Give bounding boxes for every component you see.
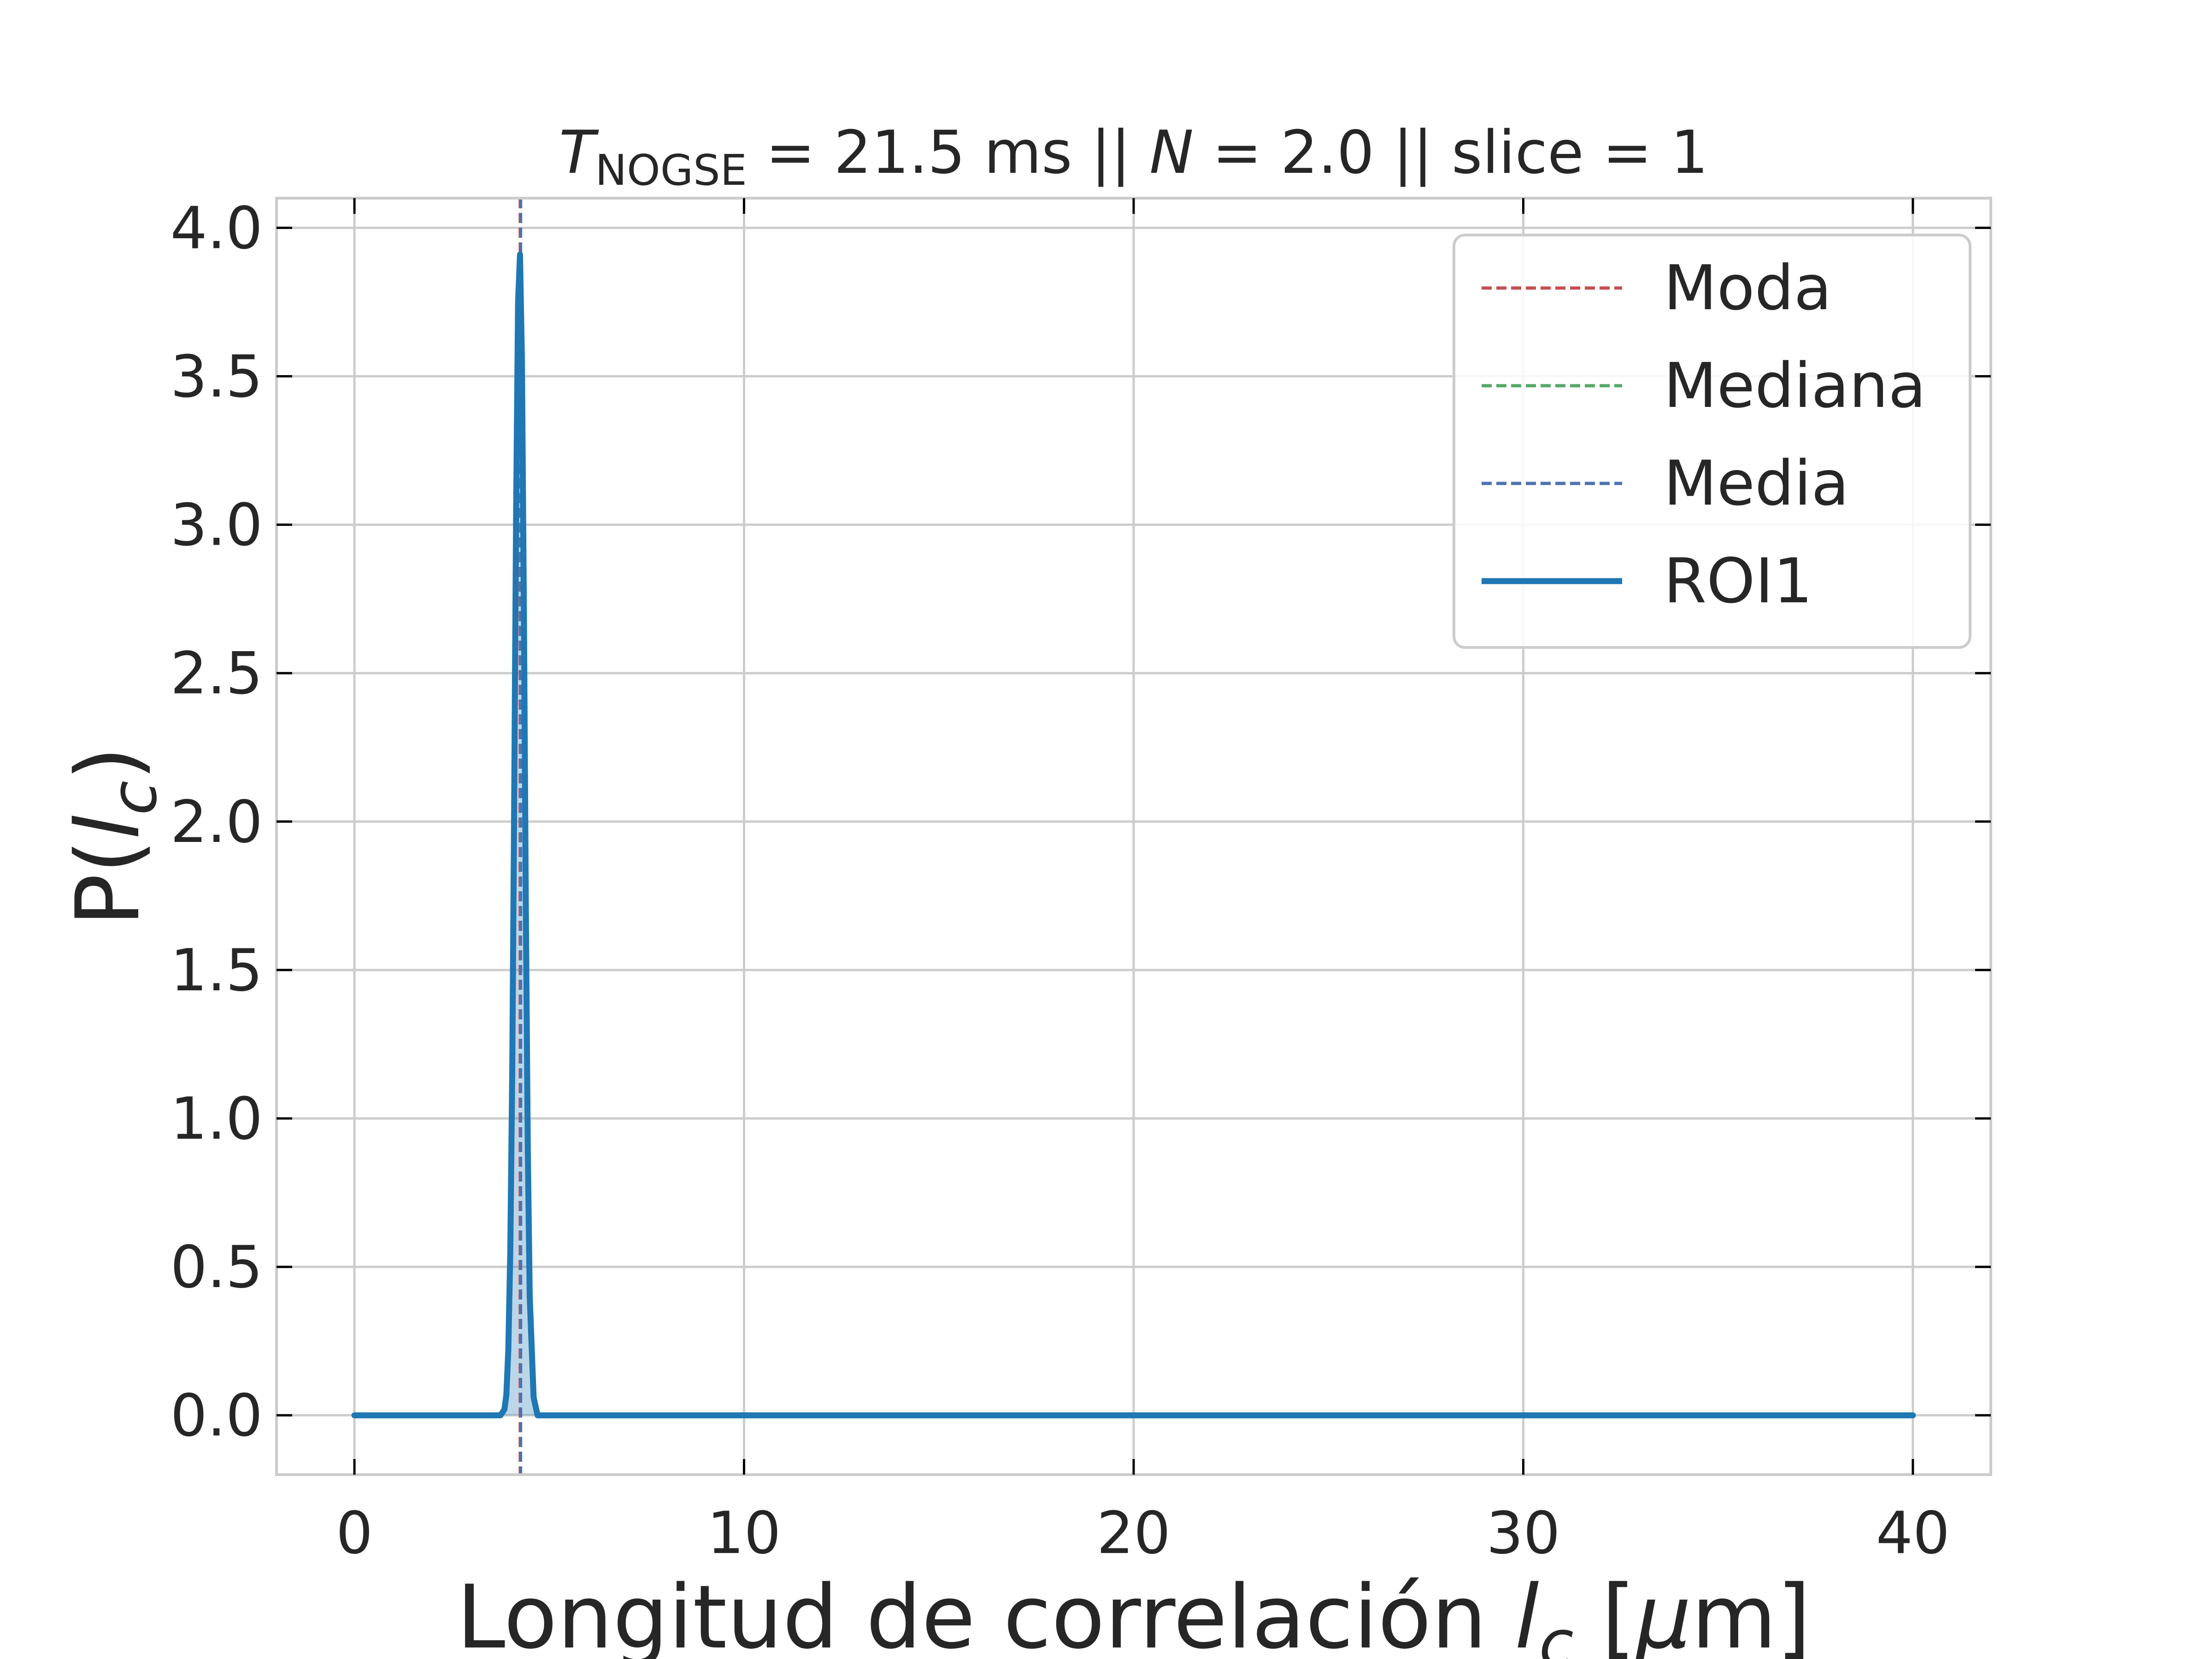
y-tick-label-0-5: 0.5 [171, 1233, 263, 1301]
y-tick-label-0: 0.0 [171, 1382, 263, 1449]
chart-title-part-2: = 21.5 ms || [747, 118, 1149, 187]
chart-ylabel: P(lc) [57, 747, 171, 927]
y-tick-label-3-5: 3.5 [171, 343, 263, 411]
legend-label-roi1: ROI1 [1664, 545, 1812, 617]
series-line-roi1 [351, 251, 1916, 1418]
chart-title-part-1: NOGSE [595, 145, 747, 195]
y-tick-label-1-5: 1.5 [171, 936, 263, 1004]
x-tick-label-20: 20 [1097, 1499, 1171, 1567]
series-lines [351, 251, 1916, 1418]
chart-title-part-0: T [559, 118, 599, 187]
chart-xlabel-part-2: c [1539, 1607, 1574, 1659]
chart-title: TNOGSE = 21.5 ms || N = 2.0 || slice = 1 [559, 118, 1708, 195]
chart-ylabel-part-3: ) [57, 747, 159, 781]
y-tick-label-1: 1.0 [171, 1085, 263, 1153]
y-tick-label-3: 3.0 [171, 491, 263, 559]
chart-ylabel-part-2: c [98, 781, 171, 815]
chart-ylabel-part-1: l [57, 815, 159, 840]
ticks: 0 10 20 30 40 0.0 0.5 1.0 1.5 2.0 2.5 3.0 3.5 4.0 [171, 194, 1991, 1567]
y-tick-label-2-5: 2.5 [171, 640, 263, 707]
legend-label-media: Media [1664, 447, 1849, 519]
y-tick-label-2: 2.0 [171, 788, 263, 856]
x-tick-label-40: 40 [1876, 1499, 1950, 1567]
chart-ylabel-part-0: P( [57, 840, 159, 927]
chart-xlabel-part-5: m] [1691, 1566, 1811, 1659]
legend-box [1453, 234, 1971, 649]
chart-xlabel-part-4: μ [1634, 1566, 1691, 1659]
x-tick-label-10: 10 [707, 1499, 781, 1567]
x-tick-label-0: 0 [336, 1499, 373, 1567]
legend-label-mediana: Mediana [1664, 350, 1926, 422]
chart-xlabel-part-1: l [1515, 1566, 1539, 1659]
chart-title-part-4: = 2.0 || slice = 1 [1194, 118, 1708, 187]
x-tick-label-30: 30 [1486, 1499, 1560, 1567]
legend: Moda Mediana Media ROI1 [1453, 234, 1971, 649]
legend-label-moda: Moda [1664, 252, 1832, 324]
chart-xlabel: Longitud de correlación lc [μm] [457, 1566, 1811, 1659]
chart-title-part-3: N [1149, 118, 1194, 187]
y-tick-label-4: 4.0 [171, 194, 263, 262]
chart-xlabel-part-3: [ [1574, 1566, 1636, 1659]
chart-xlabel-part-0: Longitud de correlación [457, 1566, 1515, 1659]
axis-labels: TNOGSE = 21.5 ms || N = 2.0 || slice = 1… [57, 118, 1811, 1659]
